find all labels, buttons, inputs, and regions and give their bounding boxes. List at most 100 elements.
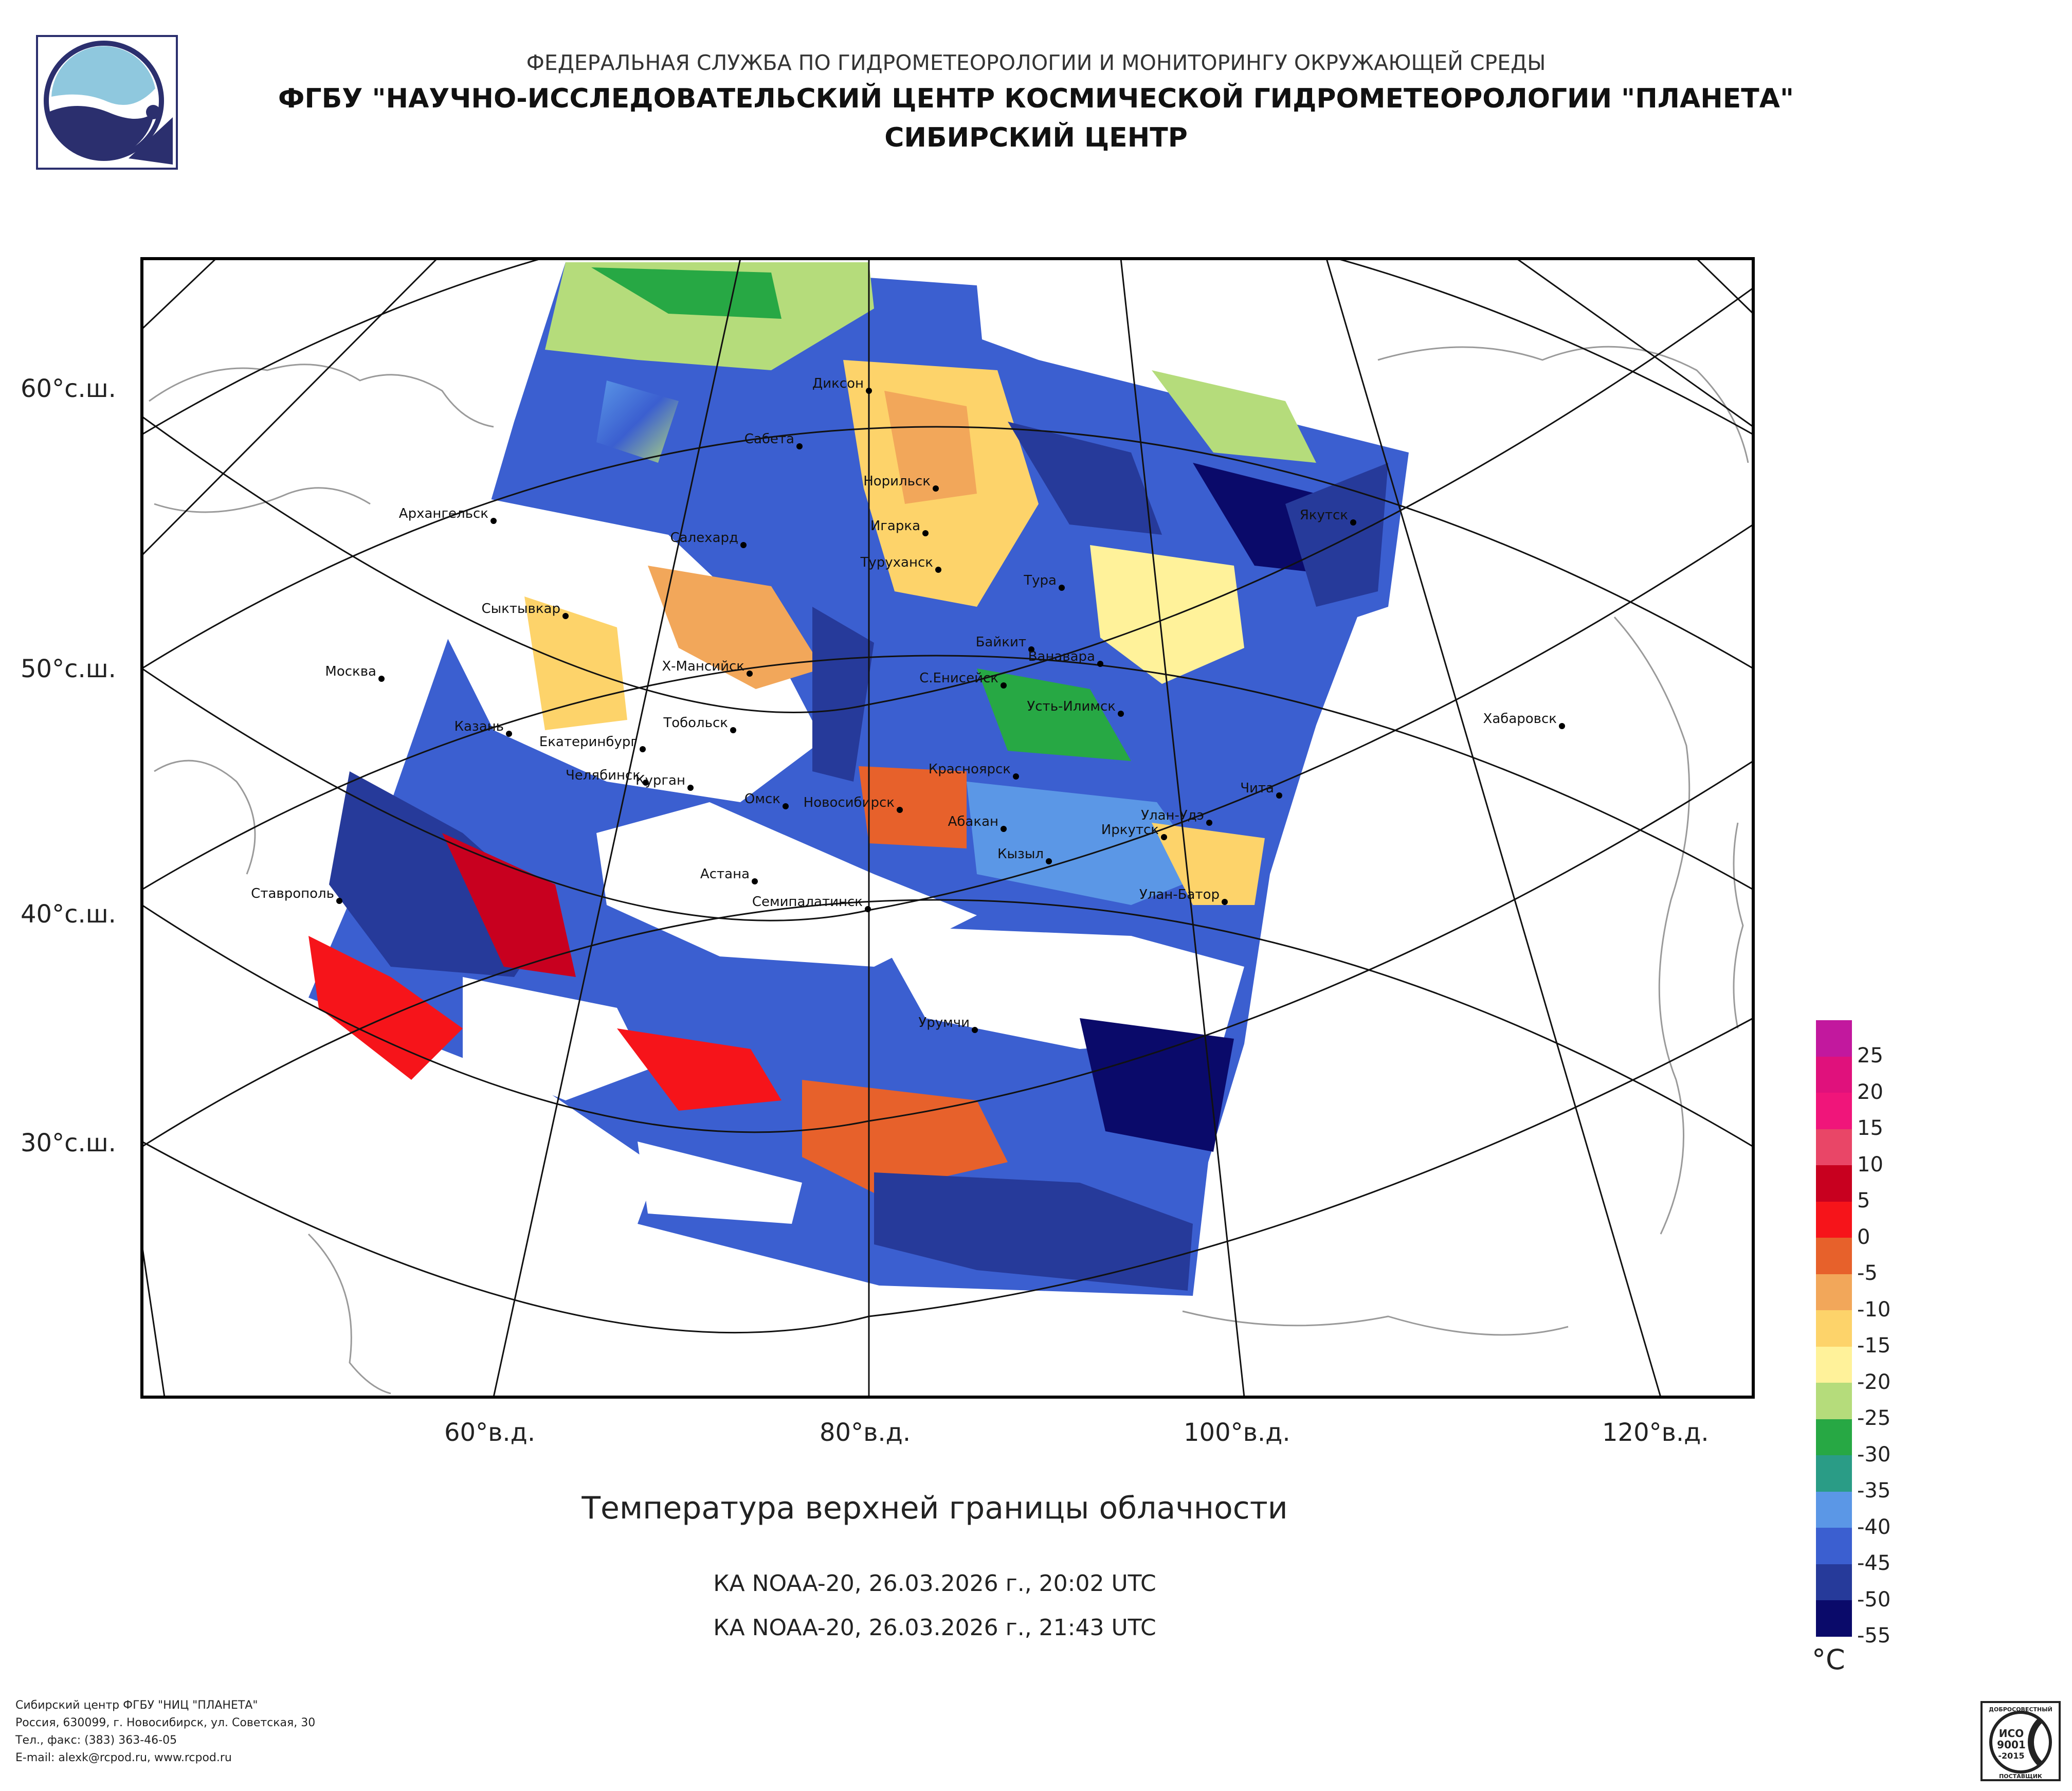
city-dot xyxy=(935,567,941,573)
city-label: Норильск xyxy=(863,474,931,489)
city-dot xyxy=(747,671,753,677)
city-label: Якутск xyxy=(1300,508,1348,523)
city-dot xyxy=(336,898,342,904)
lon-label-100: 100°в.д. xyxy=(1184,1418,1291,1447)
city-label: Улан-Батор xyxy=(1139,887,1220,902)
footer-address: Россия, 630099, г. Новосибирск, ул. Сове… xyxy=(15,1716,316,1729)
city-dot xyxy=(1161,834,1167,840)
legend-color-cell xyxy=(1816,1346,1852,1383)
legend-label: -50 xyxy=(1857,1587,1891,1612)
city-label: Кызыл xyxy=(997,846,1044,862)
city-dot xyxy=(506,731,512,737)
city-label: Екатеринбург xyxy=(539,734,638,750)
iso-line2: 9001 xyxy=(1997,1739,2026,1751)
legend-label: -30 xyxy=(1857,1442,1891,1467)
city-dot xyxy=(1028,646,1034,653)
city-label: Астана xyxy=(700,866,750,882)
city-dot xyxy=(783,803,789,809)
legend-label: -40 xyxy=(1857,1515,1891,1539)
city-dot xyxy=(1276,792,1282,799)
lon-label-60: 60°в.д. xyxy=(444,1418,536,1447)
city-label: Челябинск xyxy=(566,768,641,783)
city-dot xyxy=(1001,826,1007,832)
city-label: Х-Мансийск xyxy=(662,659,744,674)
city-dot xyxy=(972,1027,978,1033)
city-label: Москва xyxy=(325,664,376,679)
city-label: Ставрополь xyxy=(251,886,334,901)
city-label: Сабета xyxy=(744,431,794,447)
temperature-unit: °C xyxy=(1812,1643,1845,1676)
city-label: С.Енисейск xyxy=(919,671,998,686)
city-label: Казань xyxy=(455,719,504,734)
map-frame xyxy=(140,257,1755,1399)
city-label: Салехард xyxy=(670,530,738,546)
legend-label: -5 xyxy=(1857,1261,1878,1285)
legend-label: -10 xyxy=(1857,1297,1891,1322)
city-label: Хабаровск xyxy=(1483,711,1557,727)
lat-label-50: 50°с.ш. xyxy=(21,655,116,683)
legend-label: 0 xyxy=(1857,1225,1870,1249)
legend-color-cell xyxy=(1816,1419,1852,1455)
legend-color-cell xyxy=(1816,1201,1852,1238)
legend-label: -45 xyxy=(1857,1551,1891,1575)
city-dot xyxy=(933,485,939,492)
city-label: Омск xyxy=(744,791,780,807)
iso-top-text: ДОБРОСОВЕСТНЫЙ xyxy=(1989,1706,2052,1713)
city-label: Абакан xyxy=(948,814,998,829)
city-label: Игарка xyxy=(870,518,920,534)
city-dot xyxy=(1559,723,1565,729)
city-dot xyxy=(740,542,747,548)
legend-label: -20 xyxy=(1857,1370,1891,1394)
legend-label: 10 xyxy=(1857,1152,1883,1177)
city-dot xyxy=(1059,585,1065,591)
legend-color-cell xyxy=(1816,1274,1852,1310)
city-label: Байкит xyxy=(976,635,1026,650)
city-dot xyxy=(866,388,872,394)
legend-color-cell xyxy=(1816,1310,1852,1347)
city-label: Чита xyxy=(1240,781,1274,796)
lat-label-60: 60°с.ш. xyxy=(21,374,116,403)
city-dot xyxy=(1206,820,1212,826)
legend-label: 15 xyxy=(1857,1116,1883,1140)
city-label: Сыктывкар xyxy=(481,601,560,617)
legend-label: -15 xyxy=(1857,1334,1891,1358)
legend-color-cell xyxy=(1816,1491,1852,1528)
planeta-logo xyxy=(36,35,178,170)
lat-label-40: 40°с.ш. xyxy=(21,900,116,929)
city-dot xyxy=(752,878,758,884)
city-label: Архангельск xyxy=(399,506,488,521)
city-label: Улан-Удэ xyxy=(1141,808,1204,823)
city-dot xyxy=(490,518,497,524)
legend-color-cell xyxy=(1816,1455,1852,1492)
city-label: Семипалатинск xyxy=(752,894,863,910)
city-label: Новосибирск xyxy=(804,795,895,810)
legend-color-cell xyxy=(1816,1383,1852,1419)
city-dot xyxy=(922,530,929,536)
lat-label-30: 30°с.ш. xyxy=(21,1129,116,1157)
legend-color-cell xyxy=(1816,1564,1852,1600)
city-dot xyxy=(865,906,871,912)
graticule xyxy=(142,259,1753,1397)
city-label: Красноярск xyxy=(929,762,1011,777)
city-label: Диксон xyxy=(812,376,864,391)
city-dot xyxy=(1013,773,1019,780)
city-dot xyxy=(1118,711,1124,717)
lon-label-80: 80°в.д. xyxy=(820,1418,911,1447)
legend-color-cell xyxy=(1816,1093,1852,1129)
coastlines xyxy=(149,346,1749,1395)
city-dot xyxy=(643,780,649,786)
legend-label: 20 xyxy=(1857,1080,1883,1104)
legend-color-cell xyxy=(1816,1165,1852,1202)
legend-label: 25 xyxy=(1857,1044,1883,1068)
footer-org: Сибирский центр ФГБУ "НИЦ "ПЛАНЕТА" xyxy=(15,1699,258,1712)
map-caption: Температура верхней границы облачности xyxy=(581,1490,1288,1526)
city-dot xyxy=(796,443,803,449)
city-dot xyxy=(1001,682,1007,689)
satellite-pass-2: КА NOAA-20, 26.03.2026 г., 21:43 UTC xyxy=(713,1615,1156,1641)
city-dot xyxy=(562,613,569,619)
legend-label: -35 xyxy=(1857,1479,1891,1503)
iso-9001-badge: ДОБРОСОВЕСТНЫЙ ИСО 9001 -2015 ПОСТАВЩИК xyxy=(1980,1701,2061,1781)
city-label: Тура xyxy=(1023,573,1057,588)
legend-color-cell xyxy=(1816,1129,1852,1165)
city-dot xyxy=(897,807,903,813)
